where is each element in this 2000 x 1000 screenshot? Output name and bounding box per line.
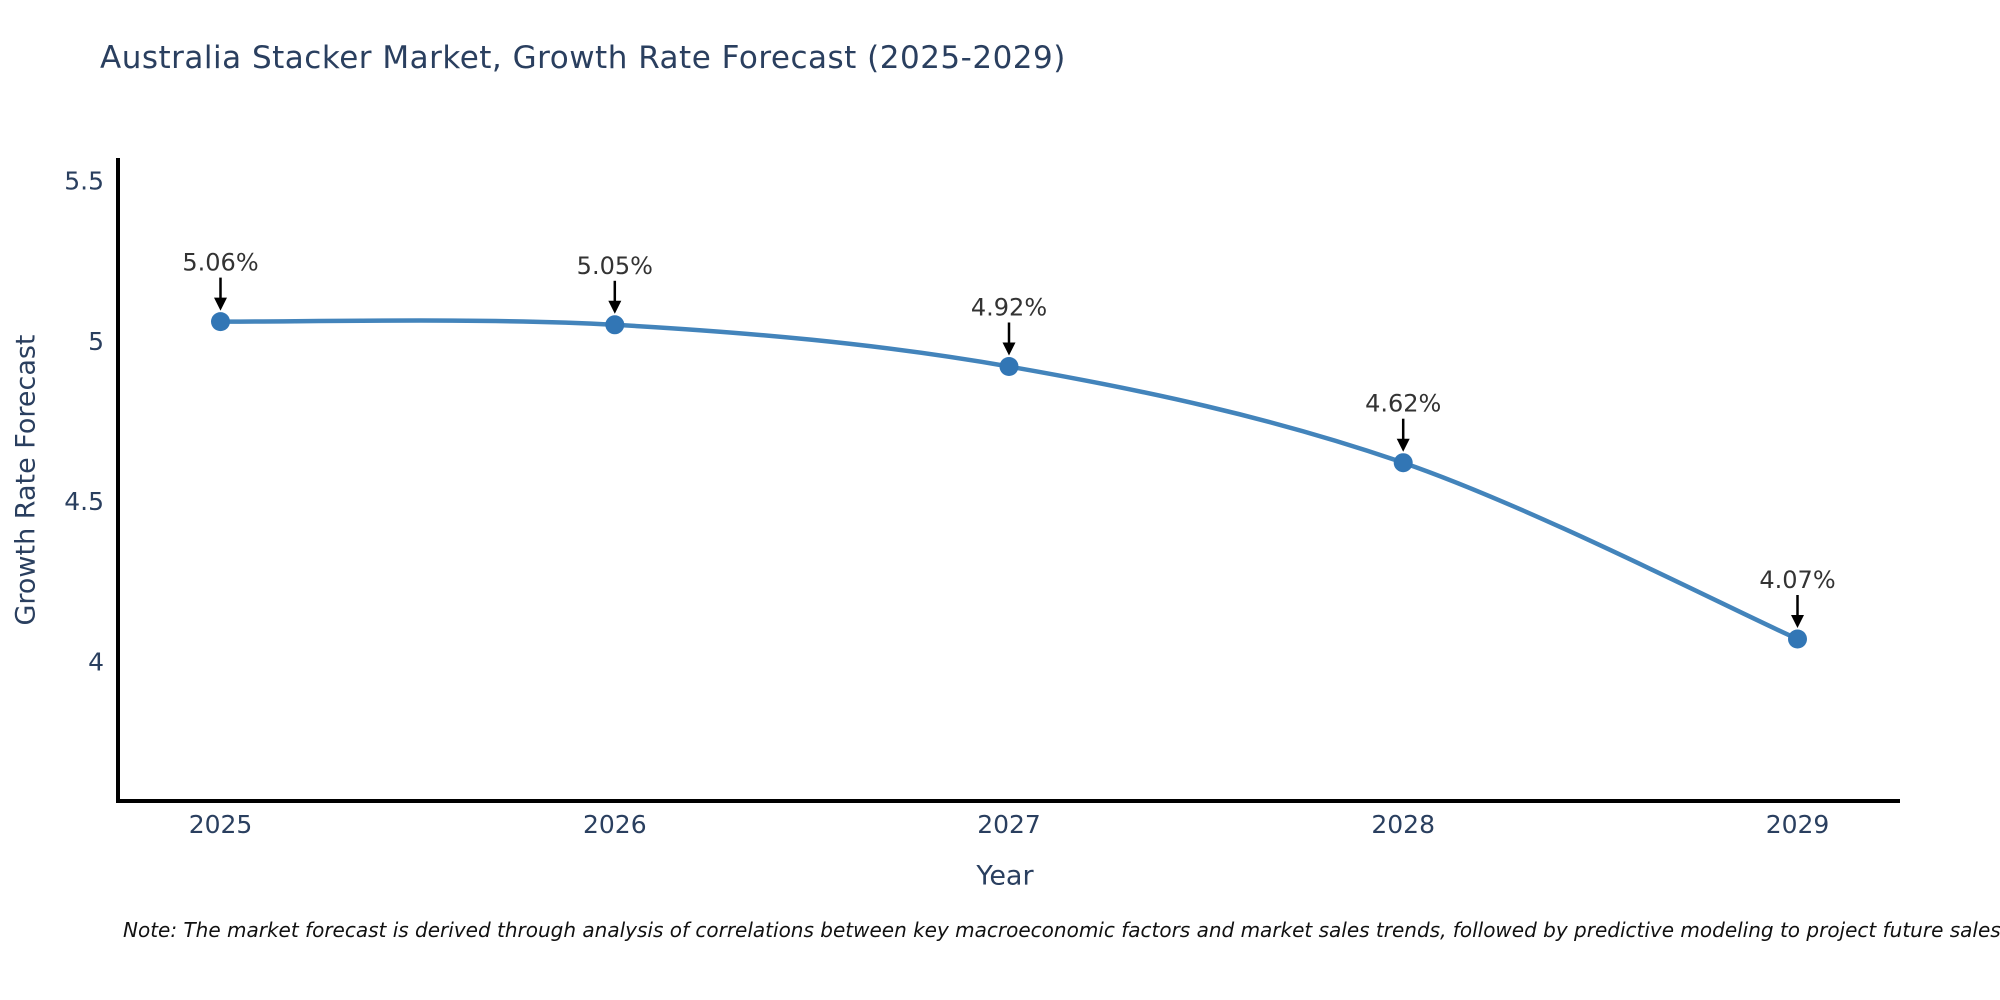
data-point-2028[interactable]: [1393, 453, 1413, 473]
data-point-2025[interactable]: [211, 312, 230, 332]
annotation-arrowhead-icon: [214, 297, 227, 311]
x-tick-label: 2025: [189, 810, 253, 839]
data-point-2029[interactable]: [1788, 629, 1807, 649]
x-tick-label: 2026: [583, 810, 647, 839]
y-tick-label: 5.5: [64, 166, 104, 195]
y-tick-label: 4: [88, 648, 104, 677]
x-tick-label: 2027: [977, 810, 1041, 839]
x-axis-title: Year: [976, 860, 1034, 892]
y-axis-title: Growth Rate Forecast: [10, 334, 42, 626]
annotation-arrowhead-icon: [608, 300, 622, 314]
x-tick-label: 2028: [1371, 810, 1435, 839]
y-tick-label: 5: [88, 327, 104, 356]
point-value-label: 5.06%: [182, 249, 258, 277]
point-value-label: 4.62%: [1365, 390, 1441, 418]
x-tick-label: 2029: [1766, 810, 1830, 839]
point-value-label: 4.07%: [1759, 566, 1835, 594]
data-point-2027[interactable]: [999, 357, 1019, 376]
y-tick-label: 4.5: [64, 487, 104, 516]
annotation-arrowhead-icon: [1396, 438, 1410, 452]
point-value-label: 4.92%: [971, 294, 1047, 322]
annotation-arrowhead-icon: [1002, 342, 1016, 356]
chart-title: Australia Stacker Market, Growth Rate Fo…: [100, 40, 1066, 76]
data-point-2026[interactable]: [605, 315, 625, 335]
point-value-label: 5.05%: [577, 252, 653, 280]
annotation-arrowhead-icon: [1791, 615, 1804, 628]
footnote: Note: The market forecast is derived thr…: [123, 918, 2000, 942]
